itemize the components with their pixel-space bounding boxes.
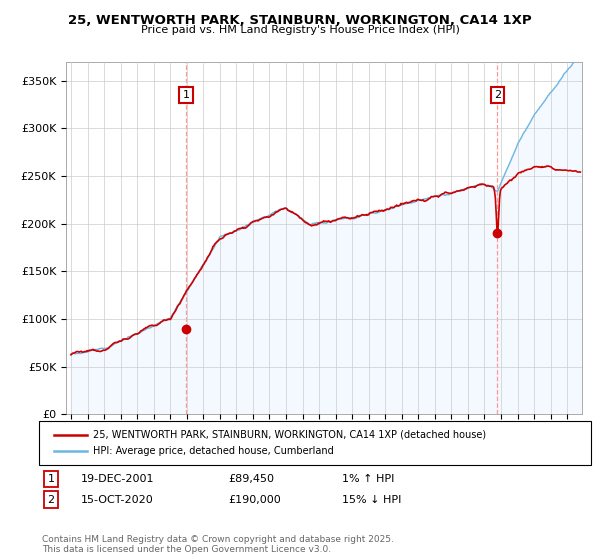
Text: £190,000: £190,000	[228, 494, 281, 505]
Text: 25, WENTWORTH PARK, STAINBURN, WORKINGTON, CA14 1XP: 25, WENTWORTH PARK, STAINBURN, WORKINGTO…	[68, 14, 532, 27]
Text: 25, WENTWORTH PARK, STAINBURN, WORKINGTON, CA14 1XP (detached house): 25, WENTWORTH PARK, STAINBURN, WORKINGTO…	[93, 430, 486, 440]
Text: 19-DEC-2001: 19-DEC-2001	[81, 474, 155, 484]
Text: 1% ↑ HPI: 1% ↑ HPI	[342, 474, 394, 484]
Text: 2: 2	[47, 494, 55, 505]
Text: 15-OCT-2020: 15-OCT-2020	[81, 494, 154, 505]
Text: HPI: Average price, detached house, Cumberland: HPI: Average price, detached house, Cumb…	[93, 446, 334, 456]
Text: 1: 1	[47, 474, 55, 484]
Text: Contains HM Land Registry data © Crown copyright and database right 2025.
This d: Contains HM Land Registry data © Crown c…	[42, 535, 394, 554]
Text: 1: 1	[183, 90, 190, 100]
Text: 15% ↓ HPI: 15% ↓ HPI	[342, 494, 401, 505]
Text: 2: 2	[494, 90, 501, 100]
Text: £89,450: £89,450	[228, 474, 274, 484]
Text: Price paid vs. HM Land Registry's House Price Index (HPI): Price paid vs. HM Land Registry's House …	[140, 25, 460, 35]
